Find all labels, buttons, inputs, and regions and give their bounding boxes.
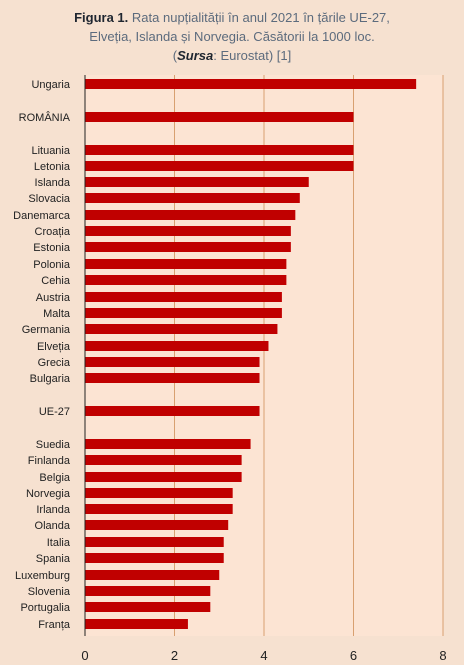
x-tick-labels: 0 2 4 6 8: [81, 648, 446, 663]
bar: [85, 259, 287, 269]
category-label: Danemarca: [13, 210, 71, 222]
category-label: Cehia: [41, 275, 71, 287]
bar: [85, 488, 233, 498]
source-open: (: [172, 48, 178, 63]
source-line: (Sursa: Eurostat) [1]: [0, 46, 464, 65]
category-label: ROMÂNIA: [19, 111, 71, 124]
category-label: Polonia: [33, 259, 71, 271]
category-label: Lituania: [31, 145, 70, 157]
x-tick-label: 8: [439, 648, 446, 663]
bar: [85, 553, 224, 563]
category-label: Malta: [43, 308, 71, 320]
category-label: Suedia: [36, 439, 71, 451]
bars: [85, 79, 417, 629]
bar: [85, 341, 269, 351]
title-line-2: Elveția, Islanda și Norvegia. Căsătorii …: [89, 29, 375, 44]
bar: [85, 619, 188, 629]
category-label: Portugalia: [20, 602, 70, 614]
bar: [85, 193, 300, 203]
bar: [85, 324, 278, 334]
category-label: Slovacia: [28, 193, 70, 205]
category-label: Grecia: [38, 357, 71, 369]
category-label: Belgia: [39, 472, 70, 484]
category-label: UE-27: [39, 406, 70, 418]
figure-label: Figura 1.: [74, 10, 129, 25]
bar: [85, 586, 211, 596]
category-label: Luxemburg: [15, 570, 70, 582]
bar: [85, 275, 287, 285]
category-label: Franța: [38, 619, 71, 631]
category-label: Irlanda: [36, 504, 71, 516]
bar: [85, 373, 260, 383]
bar: [85, 455, 242, 465]
category-label: Ungaria: [31, 79, 70, 91]
category-label: Finlanda: [28, 455, 71, 467]
title-line-1: Figura 1. Rata nupțialității în anul 202…: [0, 8, 464, 27]
category-labels: Ungaria ROMÂNIA Lituania Letonia Islanda Slov…: [13, 79, 71, 631]
bar: [85, 292, 282, 302]
bar: [85, 357, 260, 367]
category-label: Letonia: [34, 161, 71, 173]
category-label: Olanda: [35, 520, 71, 532]
x-tick-label: 6: [350, 648, 357, 663]
bar: [85, 242, 291, 252]
bar: [85, 472, 242, 482]
category-label: Estonia: [33, 242, 71, 254]
bar: [85, 79, 417, 89]
bar: [85, 145, 354, 155]
x-tick-label: 0: [81, 648, 88, 663]
bar: [85, 570, 220, 580]
bar: [85, 161, 354, 171]
source-text: : Eurostat) [1]: [213, 48, 292, 63]
category-label: Germania: [22, 324, 71, 336]
category-label: Slovenia: [28, 586, 71, 598]
bar: [85, 602, 211, 612]
category-label: Islanda: [35, 177, 71, 189]
bar: [85, 210, 296, 220]
bar: [85, 226, 291, 236]
x-tick-label: 4: [260, 648, 267, 663]
bar: [85, 537, 224, 547]
category-label: Norvegia: [26, 488, 71, 500]
chart-title: Figura 1. Rata nupțialității în anul 202…: [0, 8, 464, 65]
category-label: Croația: [35, 226, 71, 238]
bar: [85, 520, 229, 530]
bar: [85, 406, 260, 416]
x-tick-label: 2: [171, 648, 178, 663]
category-label: Bulgaria: [30, 373, 71, 385]
bar: [85, 439, 251, 449]
category-label: Elveția: [37, 341, 71, 353]
source-label: Sursa: [177, 48, 214, 63]
bar: [85, 177, 309, 187]
category-label: Italia: [47, 537, 71, 549]
bar: [85, 308, 282, 318]
bar: [85, 112, 354, 122]
bar: [85, 504, 233, 514]
title-text-1: Rata nupțialității în anul 2021 în țăril…: [131, 10, 390, 25]
category-label: Spania: [36, 553, 71, 565]
category-label: Austria: [36, 292, 71, 304]
